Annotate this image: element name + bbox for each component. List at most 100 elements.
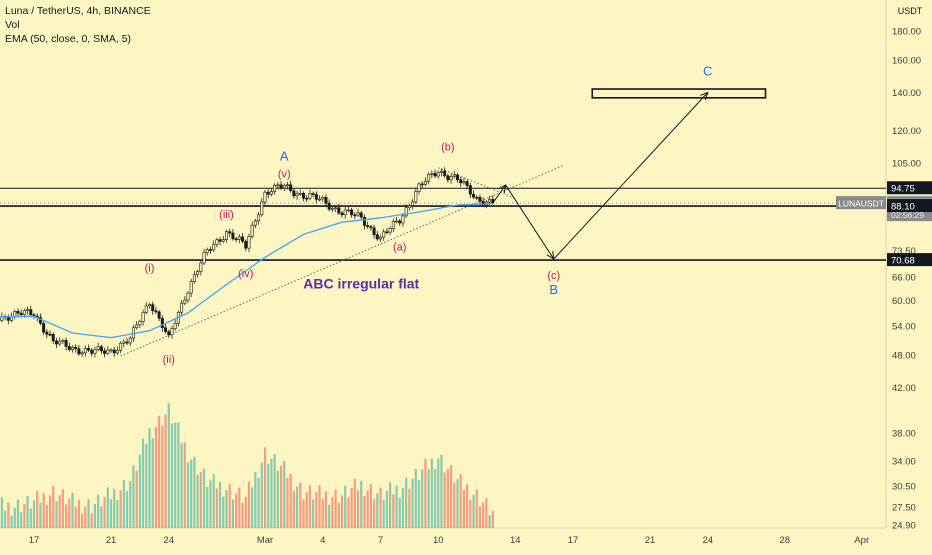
candle-body xyxy=(318,198,322,201)
candle-body xyxy=(378,236,382,240)
volume-bar xyxy=(417,479,421,528)
volume-bar xyxy=(353,478,356,528)
candle-body xyxy=(321,196,325,200)
volume-bar xyxy=(218,482,222,528)
candle-body xyxy=(468,185,472,195)
price-tick-label: 73.50 xyxy=(892,246,916,257)
volume-bar xyxy=(270,458,273,528)
price-tag-bg xyxy=(887,199,932,213)
candle-body xyxy=(330,207,334,210)
volume-bar xyxy=(376,493,379,528)
volume-bar xyxy=(45,504,48,528)
volume-bar xyxy=(433,469,437,528)
price-tick-label: 42.00 xyxy=(892,383,916,394)
volume-bar xyxy=(466,484,469,528)
candle-body xyxy=(362,216,366,226)
candle-body xyxy=(488,198,492,203)
price-tick-label: 60.00 xyxy=(892,296,916,307)
pattern-annotation: ABC irregular flat xyxy=(303,275,419,291)
volume-bar xyxy=(71,492,74,528)
volume-bar xyxy=(93,504,97,528)
volume-bar xyxy=(84,506,87,528)
wave-label: (c) xyxy=(547,270,560,282)
candle-body xyxy=(395,220,399,223)
price-tick-label: 38.00 xyxy=(892,429,916,440)
volume-bar xyxy=(312,499,315,528)
time-tick-label: 21 xyxy=(106,535,117,546)
volume-bar xyxy=(347,497,350,528)
candle-body xyxy=(452,174,456,177)
volume-bar xyxy=(299,482,302,528)
time-tick-label: 28 xyxy=(779,535,790,546)
volume-bar xyxy=(295,486,299,528)
volume-bar xyxy=(469,500,472,528)
candle-body xyxy=(38,317,42,324)
volume-bar xyxy=(254,472,257,528)
volume-bar xyxy=(180,442,183,528)
volume-bar xyxy=(7,502,10,528)
candle-body xyxy=(13,311,17,317)
price-tick-label: 66.00 xyxy=(892,272,916,283)
candle-body xyxy=(257,214,261,222)
volume-bar xyxy=(36,490,39,528)
volume-bar xyxy=(97,494,100,528)
time-tick-label: 4 xyxy=(320,535,325,546)
volume-bar xyxy=(475,489,478,528)
candle-body xyxy=(87,348,91,351)
volume-bar xyxy=(462,489,466,528)
volume-bar xyxy=(58,495,61,528)
volume-bar xyxy=(276,470,279,528)
candle-body xyxy=(234,238,238,241)
volume-bar xyxy=(109,499,113,528)
volume-bar xyxy=(151,438,154,528)
volume-bar xyxy=(449,465,453,528)
candle-body xyxy=(407,205,411,209)
volume-bar xyxy=(379,487,382,528)
candle-body xyxy=(250,224,254,237)
candle-body xyxy=(305,197,309,200)
volume-bar xyxy=(485,498,488,528)
candle-body xyxy=(385,231,389,234)
volume-bar xyxy=(74,506,77,528)
projection-arrowhead xyxy=(700,91,709,101)
currency-label: USDT xyxy=(898,6,923,16)
candle-body xyxy=(170,328,174,336)
volume-bar xyxy=(421,469,424,528)
candle-body xyxy=(180,302,184,313)
volume-bar xyxy=(231,499,235,528)
candle-body xyxy=(183,299,187,304)
volume-bar xyxy=(344,485,347,528)
volume-bar xyxy=(196,474,199,528)
candle-body xyxy=(218,239,222,242)
volume-bar xyxy=(77,499,81,528)
candle-body xyxy=(202,252,206,264)
volume-bar xyxy=(183,442,186,528)
price-tag: 88.10 xyxy=(891,202,915,213)
volume-bar xyxy=(318,485,321,528)
candle-body xyxy=(51,333,55,342)
volume-bar xyxy=(145,443,148,528)
candle-body xyxy=(404,207,408,217)
volume-bar xyxy=(424,458,427,528)
candle-body xyxy=(311,193,315,195)
candle-body xyxy=(443,170,447,177)
volume-bar xyxy=(23,504,26,528)
price-tag: 94.75 xyxy=(891,184,915,195)
candle-body xyxy=(71,346,75,350)
ema-indicator-label: EMA (50, close, 0, SMA, 5) xyxy=(5,33,132,45)
candle-body xyxy=(19,312,23,316)
volume-bar xyxy=(167,403,170,528)
volume-bar xyxy=(414,468,417,528)
candle-body xyxy=(324,196,328,204)
candle-body xyxy=(401,215,405,224)
projection-segment xyxy=(553,92,709,260)
volume-bar xyxy=(411,478,414,528)
volume-bar xyxy=(116,500,119,528)
price-tick-label: 48.00 xyxy=(892,351,916,362)
volume-bar xyxy=(113,489,116,528)
target-box xyxy=(591,88,767,99)
wave-label: (ii) xyxy=(163,354,175,366)
candle-body xyxy=(96,346,100,350)
